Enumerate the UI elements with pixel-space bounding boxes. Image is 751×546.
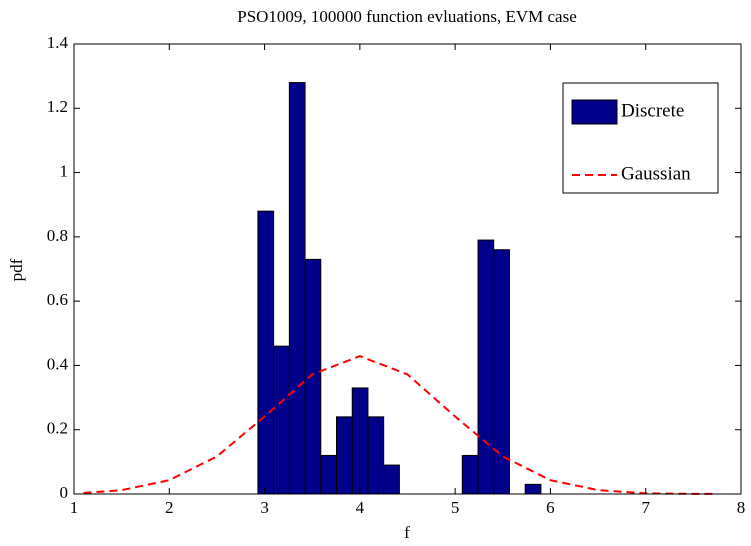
histogram-bar <box>477 239 495 495</box>
histogram-bar <box>367 416 385 495</box>
histogram-bar <box>320 454 338 495</box>
y-tick-label: 1.4 <box>47 33 69 52</box>
x-tick-label: 1 <box>70 498 79 517</box>
x-tick-label: 3 <box>260 498 269 517</box>
x-tick-label: 8 <box>737 498 746 517</box>
histogram-bar <box>257 210 275 495</box>
axes-box <box>73 43 742 495</box>
histogram-bar <box>493 249 510 495</box>
x-axis-label: f <box>404 523 410 542</box>
y-tick-label: 0.6 <box>47 290 68 309</box>
y-tick-label: 0.8 <box>47 226 68 245</box>
y-tick-label: 1 <box>60 161 69 180</box>
x-tick-label: 4 <box>356 498 365 517</box>
histogram-bar <box>336 416 353 495</box>
chart-title: PSO1009, 100000 function evluations, EVM… <box>237 7 577 26</box>
histogram-bar <box>288 82 306 495</box>
histogram-bar <box>273 345 290 495</box>
x-tick-label: 7 <box>641 498 650 517</box>
y-tick-label: 0.2 <box>47 419 68 438</box>
histogram-bar <box>524 483 542 495</box>
x-tick-label: 5 <box>451 498 460 517</box>
legend-label: Discrete <box>621 100 684 121</box>
gaussian-line <box>83 355 713 495</box>
y-tick-label: 1.2 <box>47 97 68 116</box>
x-tick-label: 6 <box>546 498 555 517</box>
y-tick-label: 0.4 <box>47 354 69 373</box>
histogram-bar <box>461 454 479 495</box>
legend-swatch <box>571 99 618 125</box>
histogram-bar <box>351 387 369 495</box>
x-tick-label: 2 <box>165 498 174 517</box>
legend-label: Gaussian <box>621 163 691 184</box>
y-axis-label: pdf <box>7 258 26 281</box>
histogram-bar <box>383 464 400 495</box>
histogram-bar <box>304 258 322 495</box>
y-tick-label: 0 <box>60 483 69 502</box>
